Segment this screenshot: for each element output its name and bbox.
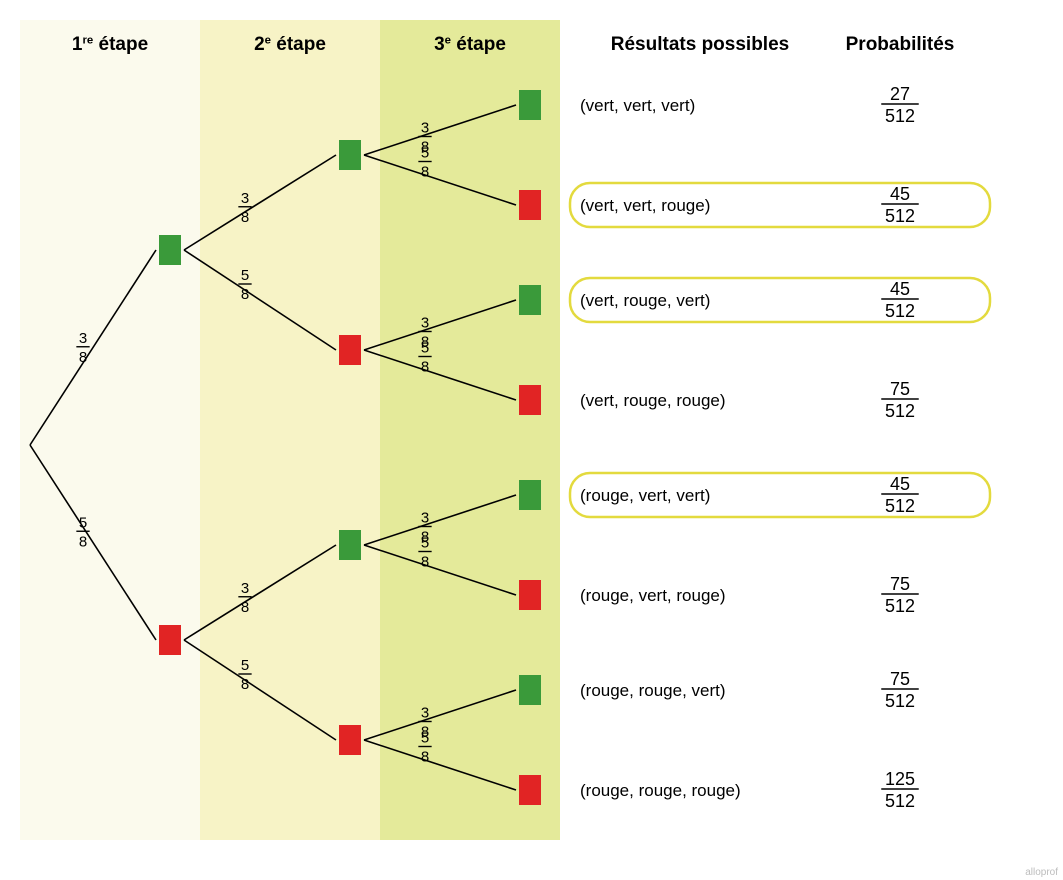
svg-text:8: 8 [421,554,429,571]
svg-text:8: 8 [79,533,87,550]
l3-box [519,580,541,610]
svg-text:512: 512 [885,206,915,226]
svg-text:8: 8 [421,164,429,181]
svg-text:5: 5 [421,145,429,162]
svg-text:5: 5 [241,657,249,674]
svg-text:512: 512 [885,106,915,126]
l2-box [339,140,361,170]
svg-text:8: 8 [241,676,249,693]
watermark: alloprof [1025,867,1058,878]
svg-text:3: 3 [241,190,249,207]
svg-text:5: 5 [241,267,249,284]
svg-text:8: 8 [241,599,249,616]
svg-text:75: 75 [890,669,910,689]
svg-text:3: 3 [421,510,429,527]
svg-text:3: 3 [421,120,429,137]
svg-text:75: 75 [890,379,910,399]
probs-header: Probabilités [846,34,955,55]
l1-box [159,235,181,265]
svg-text:512: 512 [885,496,915,516]
outcome-label: (rouge, vert, rouge) [580,586,726,605]
svg-text:512: 512 [885,301,915,321]
stage1-bg [20,20,200,840]
svg-text:125: 125 [885,769,915,789]
l3-box [519,285,541,315]
svg-text:45: 45 [890,474,910,494]
svg-text:8: 8 [421,359,429,376]
svg-text:3: 3 [421,315,429,332]
svg-text:3: 3 [79,330,87,347]
outcome-label: (vert, vert, rouge) [580,196,710,215]
svg-text:8: 8 [421,749,429,766]
outcome-label: (vert, vert, vert) [580,96,695,115]
svg-text:8: 8 [79,349,87,366]
outcome-label: (vert, rouge, vert) [580,291,710,310]
outcome-label: (rouge, rouge, vert) [580,681,726,700]
l2-box [339,725,361,755]
l3-box [519,775,541,805]
l2-box [339,335,361,365]
l1-box [159,625,181,655]
svg-text:8: 8 [241,209,249,226]
svg-text:3: 3 [421,705,429,722]
svg-text:5: 5 [421,730,429,747]
svg-text:5: 5 [421,535,429,552]
results-header: Résultats possibles [611,34,789,55]
svg-text:8: 8 [241,286,249,303]
svg-text:5: 5 [421,340,429,357]
probability-tree-svg: 1re étape2e étape3e étapeRésultats possi… [0,0,1063,880]
outcome-label: (rouge, rouge, rouge) [580,781,741,800]
svg-text:512: 512 [885,401,915,421]
svg-text:512: 512 [885,691,915,711]
l3-box [519,190,541,220]
outcome-label: (vert, rouge, rouge) [580,391,726,410]
svg-text:45: 45 [890,184,910,204]
svg-text:512: 512 [885,596,915,616]
svg-text:512: 512 [885,791,915,811]
svg-text:75: 75 [890,574,910,594]
l3-box [519,385,541,415]
l2-box [339,530,361,560]
svg-text:27: 27 [890,84,910,104]
stage3-bg [380,20,560,840]
outcome-label: (rouge, vert, vert) [580,486,710,505]
l3-box [519,675,541,705]
l3-box [519,90,541,120]
svg-text:45: 45 [890,279,910,299]
svg-text:3: 3 [241,580,249,597]
svg-text:5: 5 [79,514,87,531]
l3-box [519,480,541,510]
